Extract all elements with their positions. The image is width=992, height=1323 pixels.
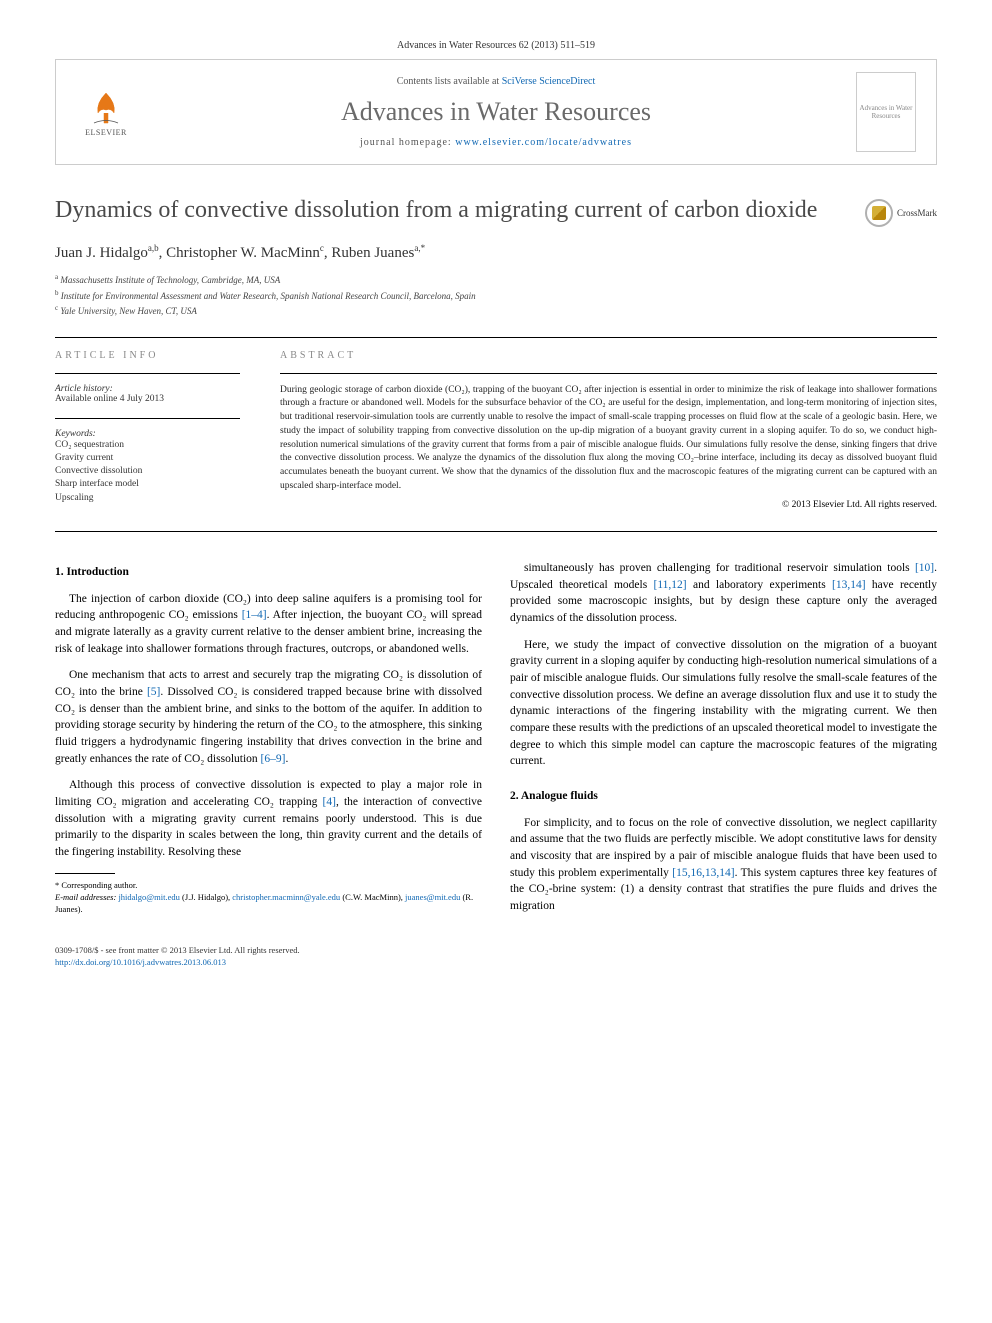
keywords-list: CO₂ sequestration Gravity current Convec…	[55, 439, 240, 505]
body-paragraph: One mechanism that acts to arrest and se…	[55, 667, 482, 767]
page-container: Advances in Water Resources 62 (2013) 51…	[0, 0, 992, 999]
header-center: Contents lists available at SciVerse Sci…	[136, 76, 856, 148]
info-abstract-row: ARTICLE INFO Article history: Available …	[55, 337, 937, 532]
body-paragraph: Here, we study the impact of convective …	[510, 637, 937, 770]
journal-name: Advances in Water Resources	[136, 97, 856, 127]
author-3: , Ruben Juanes	[324, 245, 414, 261]
body-paragraph: Although this process of convective diss…	[55, 777, 482, 860]
email-line: E-mail addresses: jhidalgo@mit.edu (J.J.…	[55, 892, 482, 916]
history-value: Available online 4 July 2013	[55, 394, 240, 404]
crossmark-label: CrossMark	[897, 208, 937, 218]
keyword-item: Convective dissolution	[55, 465, 240, 478]
keywords-block: Keywords: CO₂ sequestration Gravity curr…	[55, 429, 240, 505]
left-column: 1. Introduction The injection of carbon …	[55, 560, 482, 925]
body-columns: 1. Introduction The injection of carbon …	[55, 560, 937, 925]
article-info-column: ARTICLE INFO Article history: Available …	[55, 338, 255, 531]
footnote-rule	[55, 873, 115, 874]
contents-line: Contents lists available at SciVerse Sci…	[136, 76, 856, 87]
author-list: Juan J. Hidalgoa,b, Christopher W. MacMi…	[55, 243, 937, 262]
affiliation-c: c Yale University, New Haven, CT, USA	[55, 303, 937, 319]
contents-prefix: Contents lists available at	[397, 76, 502, 87]
keyword-item: CO₂ sequestration	[55, 439, 240, 452]
abstract-text: During geologic storage of carbon dioxid…	[280, 384, 937, 494]
author-1: Juan J. Hidalgo	[55, 245, 148, 261]
journal-reference: Advances in Water Resources 62 (2013) 51…	[55, 40, 937, 51]
keyword-item: Sharp interface model	[55, 478, 240, 491]
affiliation-b: b Institute for Environmental Assessment…	[55, 288, 937, 304]
email-link[interactable]: christopher.macminn@yale.edu	[232, 892, 340, 902]
doi-link[interactable]: http://dx.doi.org/10.1016/j.advwatres.20…	[55, 957, 226, 967]
email-link[interactable]: jhidalgo@mit.edu	[118, 892, 179, 902]
author-1-affil: a,b	[148, 243, 159, 253]
keyword-item: Gravity current	[55, 452, 240, 465]
homepage-line: journal homepage: www.elsevier.com/locat…	[136, 137, 856, 148]
publisher-logo: ELSEVIER	[76, 82, 136, 142]
homepage-link[interactable]: www.elsevier.com/locate/advwatres	[455, 137, 632, 148]
homepage-prefix: journal homepage:	[360, 137, 455, 148]
footer-doi: http://dx.doi.org/10.1016/j.advwatres.20…	[55, 957, 937, 969]
corresponding-note: * Corresponding author.	[55, 880, 482, 892]
crossmark-icon	[865, 199, 893, 227]
title-row: Dynamics of convective dissolution from …	[55, 195, 937, 243]
article-history-block: Article history: Available online 4 July…	[55, 384, 240, 404]
publisher-name: ELSEVIER	[85, 128, 127, 137]
body-paragraph: For simplicity, and to focus on the role…	[510, 815, 937, 915]
affiliation-a: a Massachusetts Institute of Technology,…	[55, 272, 937, 288]
history-label: Article history:	[55, 384, 240, 394]
article-info-heading: ARTICLE INFO	[55, 350, 240, 361]
crossmark-badge[interactable]: CrossMark	[865, 199, 937, 227]
body-paragraph: simultaneously has proven challenging fo…	[510, 560, 937, 627]
page-footer: 0309-1708/$ - see front matter © 2013 El…	[55, 945, 937, 969]
section-2-heading: 2. Analogue fluids	[510, 788, 937, 805]
keyword-item: Upscaling	[55, 492, 240, 505]
sciencedirect-link[interactable]: SciVerse ScienceDirect	[502, 76, 596, 87]
footnotes: * Corresponding author. E-mail addresses…	[55, 880, 482, 916]
abstract-column: ABSTRACT During geologic storage of carb…	[255, 338, 937, 531]
email-link[interactable]: juanes@mit.edu	[405, 892, 460, 902]
corresponding-star: *	[421, 243, 426, 253]
right-column: simultaneously has proven challenging fo…	[510, 560, 937, 925]
affiliations: a Massachusetts Institute of Technology,…	[55, 272, 937, 319]
email-label: E-mail addresses:	[55, 892, 116, 902]
abstract-copyright: © 2013 Elsevier Ltd. All rights reserved…	[280, 500, 937, 510]
author-2: , Christopher W. MacMinn	[159, 245, 320, 261]
abstract-heading: ABSTRACT	[280, 350, 937, 361]
body-paragraph: The injection of carbon dioxide (CO₂) in…	[55, 591, 482, 658]
article-title: Dynamics of convective dissolution from …	[55, 195, 845, 225]
journal-header-box: ELSEVIER Contents lists available at Sci…	[55, 59, 937, 165]
elsevier-tree-icon	[86, 88, 126, 128]
footer-issn: 0309-1708/$ - see front matter © 2013 El…	[55, 945, 937, 957]
section-1-heading: 1. Introduction	[55, 564, 482, 581]
keywords-label: Keywords:	[55, 429, 240, 439]
journal-cover-thumbnail: Advances in Water Resources	[856, 72, 916, 152]
